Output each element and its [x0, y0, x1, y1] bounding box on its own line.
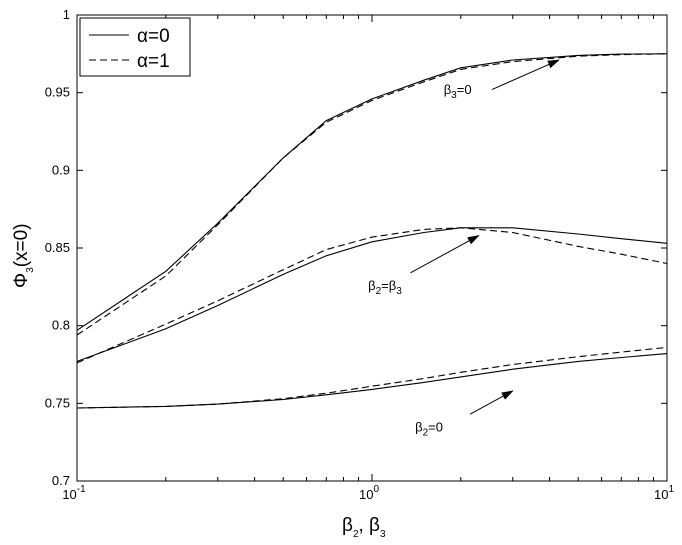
y-tick-label-0: 0.7	[52, 473, 70, 488]
y-tick-label-4: 0.9	[52, 162, 70, 177]
series-line-5	[76, 346, 668, 409]
annotation-label-2: β2=0	[415, 419, 443, 438]
legend-label-1: α=1	[137, 51, 170, 72]
annotation-arrow-2	[469, 390, 514, 415]
x-tick-label-2: 101	[654, 484, 674, 502]
y-tick-label-3: 0.85	[45, 240, 70, 255]
y-axis-label: Φ3(x=0)	[11, 223, 36, 288]
legend-label-0: α=0	[137, 26, 170, 47]
x-tick-label-0: 10-1	[62, 484, 86, 502]
axes-layer: 0.7 0.75 0.8 0.85 0.9 0.95 1 10-1 100 101 β2, β3 Φ3…	[11, 7, 674, 540]
annotation-arrow-1	[410, 235, 480, 274]
series-line-2	[76, 227, 668, 362]
legend: α=0α=1	[79, 17, 191, 77]
annotation-label-0: β3=0	[444, 82, 472, 101]
x-tick-label-1: 100	[359, 484, 379, 502]
legend-box	[79, 17, 191, 77]
series-line-3	[76, 227, 668, 364]
series-line-1	[76, 53, 668, 336]
annotation-arrow-0	[491, 59, 560, 91]
annotation-label-1: β2=β3	[368, 278, 402, 297]
plot-content: β3=0 β2=β3 β2=0	[76, 53, 668, 438]
y-tick-label-2: 0.8	[52, 318, 70, 333]
y-tick-label-6: 1	[63, 7, 70, 22]
y-tick-label-1: 0.75	[45, 395, 70, 410]
x-axis-label: β2, β3	[342, 515, 386, 540]
series-line-0	[76, 53, 668, 331]
y-tick-label-5: 0.95	[45, 85, 70, 100]
